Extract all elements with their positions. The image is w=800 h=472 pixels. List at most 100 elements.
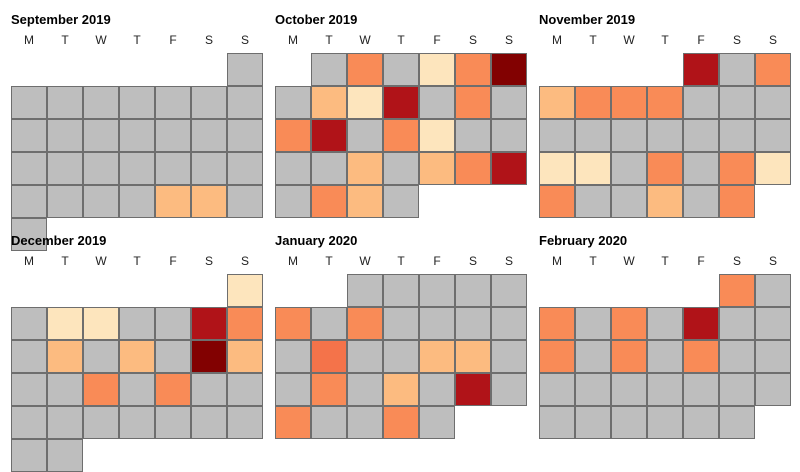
day-cell — [155, 373, 191, 406]
day-cell — [383, 185, 419, 218]
day-cell — [383, 373, 419, 406]
day-cell — [11, 152, 47, 185]
day-cell — [383, 152, 419, 185]
day-cell — [755, 373, 791, 406]
day-cell — [455, 152, 491, 185]
day-cell — [191, 340, 227, 373]
weekday-label: F — [169, 33, 177, 47]
day-cell — [191, 307, 227, 340]
day-cell — [575, 119, 611, 152]
day-cell — [347, 373, 383, 406]
day-cell — [11, 439, 47, 472]
day-cell — [383, 86, 419, 119]
weekday-label: T — [397, 33, 405, 47]
day-cell — [383, 406, 419, 439]
day-cell — [83, 152, 119, 185]
day-cell — [191, 406, 227, 439]
weekday-label: S — [240, 254, 249, 268]
day-cell — [419, 307, 455, 340]
day-cell — [155, 340, 191, 373]
day-cell — [647, 152, 683, 185]
day-cell — [611, 373, 647, 406]
day-cell — [311, 185, 347, 218]
day-cell — [227, 185, 263, 218]
day-cell — [383, 307, 419, 340]
day-cell — [227, 53, 263, 86]
month-title: January 2020 — [275, 233, 358, 248]
day-cell — [119, 406, 155, 439]
weekday-label: W — [359, 254, 371, 268]
day-cell — [647, 307, 683, 340]
day-cell — [611, 307, 647, 340]
day-cell — [155, 406, 191, 439]
day-cell — [683, 307, 719, 340]
day-cell — [755, 152, 791, 185]
day-cell — [647, 86, 683, 119]
day-cell — [755, 340, 791, 373]
weekday-label: W — [623, 254, 635, 268]
day-cell — [455, 307, 491, 340]
day-cell — [311, 406, 347, 439]
day-cell — [419, 152, 455, 185]
day-cell — [491, 53, 527, 86]
day-cell — [347, 119, 383, 152]
day-cell — [119, 307, 155, 340]
weekday-label: T — [589, 254, 597, 268]
day-cell — [311, 307, 347, 340]
day-cell — [311, 119, 347, 152]
day-cell — [575, 406, 611, 439]
weekday-label: S — [732, 254, 741, 268]
month-title: September 2019 — [11, 12, 111, 27]
day-cell — [11, 406, 47, 439]
day-cell — [83, 340, 119, 373]
day-cell — [155, 185, 191, 218]
day-cell — [719, 185, 755, 218]
day-cell — [227, 406, 263, 439]
month-title: December 2019 — [11, 233, 107, 248]
day-cell — [683, 152, 719, 185]
day-cell — [83, 119, 119, 152]
day-cell — [155, 307, 191, 340]
weekday-label: S — [468, 254, 477, 268]
day-cell — [455, 373, 491, 406]
day-cell — [119, 340, 155, 373]
day-cell — [719, 53, 755, 86]
day-cell — [311, 86, 347, 119]
weekday-label: S — [468, 33, 477, 47]
day-cell — [383, 53, 419, 86]
day-cell — [11, 340, 47, 373]
day-cell — [47, 439, 83, 472]
weekday-label: F — [697, 254, 705, 268]
day-cell — [119, 86, 155, 119]
weekday-label: T — [661, 254, 669, 268]
day-cell — [455, 86, 491, 119]
day-cell — [419, 373, 455, 406]
day-cell — [455, 119, 491, 152]
day-cell — [83, 373, 119, 406]
day-cell — [83, 86, 119, 119]
day-cell — [227, 152, 263, 185]
day-cell — [491, 152, 527, 185]
weekday-label: S — [768, 254, 777, 268]
month-panel: October 2019 M T W T F S S — [275, 12, 539, 227]
day-cell — [647, 373, 683, 406]
day-cell — [719, 307, 755, 340]
day-cell — [119, 373, 155, 406]
weekday-label: S — [504, 33, 513, 47]
day-cell — [155, 119, 191, 152]
day-cell — [311, 53, 347, 86]
day-cell — [347, 274, 383, 307]
day-cell — [47, 406, 83, 439]
day-cell — [683, 119, 719, 152]
day-cell — [455, 53, 491, 86]
day-cell — [191, 119, 227, 152]
day-cell — [491, 274, 527, 307]
day-cell — [683, 406, 719, 439]
day-cell — [227, 274, 263, 307]
day-cell — [227, 307, 263, 340]
day-cell — [647, 185, 683, 218]
day-cell — [575, 307, 611, 340]
weekday-label: W — [359, 33, 371, 47]
day-cell — [383, 274, 419, 307]
day-cell — [419, 53, 455, 86]
